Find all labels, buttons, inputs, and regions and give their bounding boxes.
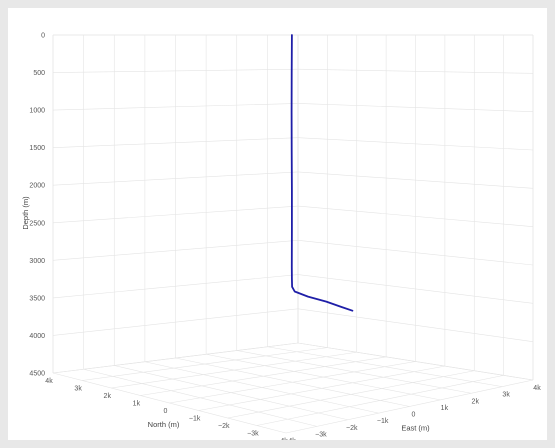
depth-tick-label: 2000 — [29, 183, 45, 190]
north-tick-label: 3k — [74, 386, 82, 393]
north-tick-label: −1k — [189, 416, 201, 423]
back-wall-grid — [52, 34, 534, 381]
depth-axis-ticks: 0 500 1000 1500 2000 2500 3000 3500 4000 4500 — [29, 33, 45, 378]
series-layer — [290, 34, 354, 312]
north-axis-label: North (m) — [148, 420, 180, 429]
east-tick-label: −2k — [346, 425, 358, 432]
north-tick-label: 2k — [104, 393, 112, 400]
east-tick-label: −4k — [284, 438, 296, 440]
north-tick-label: 4k — [45, 378, 53, 385]
north-tick-label: −3k — [247, 431, 259, 438]
north-tick-label: −4k — [276, 438, 288, 440]
depth-tick-label: 500 — [33, 70, 45, 77]
east-gridline-floor — [82, 347, 328, 381]
east-tick-label: 3k — [502, 392, 510, 399]
north-tick-label: 1k — [133, 401, 141, 408]
depth-tick-label: 1500 — [29, 145, 45, 152]
depth-tick-label: 4500 — [29, 371, 45, 378]
east-gridline-floor — [140, 356, 387, 396]
depth-tick-label: 3500 — [29, 295, 45, 302]
east-gridline-floor — [198, 365, 445, 411]
north-tick-label: 0 — [164, 408, 168, 415]
east-gridline-floor — [52, 342, 299, 374]
east-tick-label: 2k — [472, 398, 480, 405]
east-tick-label: 1k — [441, 405, 449, 412]
east-tick-label: −1k — [377, 418, 389, 425]
east-gridline-floor — [256, 375, 504, 426]
depth-axis-label: Depth (m) — [21, 196, 30, 230]
east-tick-label: 4k — [533, 385, 541, 392]
depth-tick-label: 4000 — [29, 333, 45, 340]
depth-tick-label: 2500 — [29, 220, 45, 227]
east-gridline-floor — [227, 370, 475, 419]
north-tick-label: −2k — [218, 423, 230, 430]
north-axis-ticks: 4k 3k 2k 1k 0 −1k −2k −3k −4k — [45, 378, 288, 440]
chart-3d-plot[interactable]: 0 500 1000 1500 2000 2500 3000 3500 4000 4500 4k 3… — [8, 8, 547, 441]
east-axis-ticks: −4k −3k −2k −1k 0 1k 2k 3k 4k — [284, 385, 541, 440]
depth-tick-label: 1000 — [29, 108, 45, 115]
well-trajectory-line — [290, 34, 354, 312]
east-gridline-floor — [111, 351, 357, 389]
east-tick-label: 0 — [412, 412, 416, 419]
east-axis-label: East (m) — [401, 424, 430, 433]
east-tick-label: −3k — [315, 431, 327, 438]
depth-tick-label: 3000 — [29, 258, 45, 265]
chart-frame: 0 500 1000 1500 2000 2500 3000 3500 4000 4500 4k 3… — [8, 8, 547, 440]
floor-grid — [52, 342, 534, 434]
depth-tick-label: 0 — [41, 33, 45, 40]
east-gridline-floor — [285, 379, 534, 434]
east-gridline-floor — [169, 361, 416, 404]
